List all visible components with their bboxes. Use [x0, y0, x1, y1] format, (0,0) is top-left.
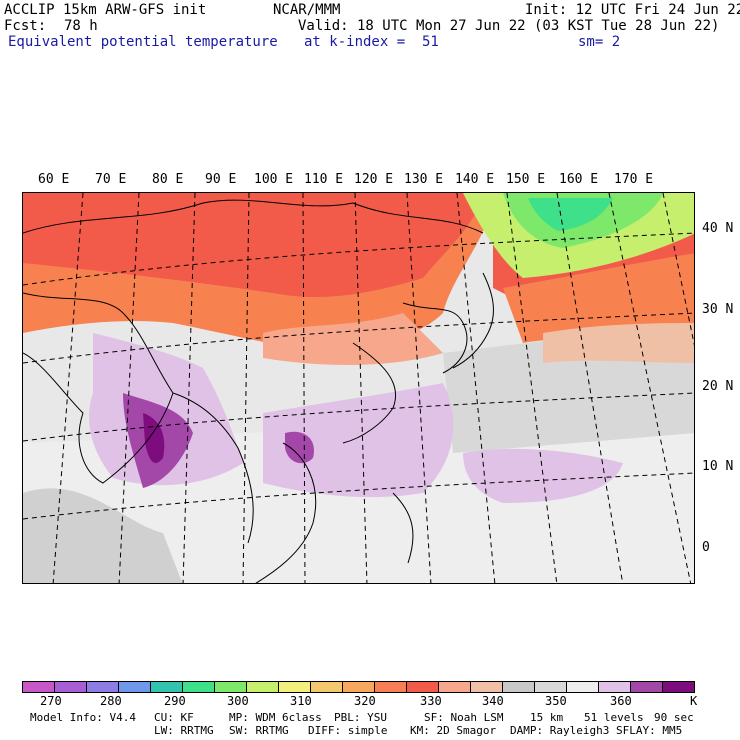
colorbar-segment [279, 682, 311, 692]
smoothing-label: sm= 2 [578, 34, 621, 50]
colorbar-tick: 290 [164, 694, 186, 708]
lat-label: 20 N [702, 379, 734, 394]
colorbar-tick: 270 [40, 694, 62, 708]
surface-layer-scheme: SFLAY: MM5 [616, 724, 683, 737]
colorbar-segment [87, 682, 119, 692]
lon-label: 100 E [254, 172, 294, 187]
colorbar-segment [23, 682, 55, 692]
colorbar-tick: 360 [610, 694, 632, 708]
vertical-levels: 51 levels [584, 711, 644, 724]
lon-label: 130 E [404, 172, 444, 187]
colorbar-segment [503, 682, 535, 692]
valid-time: Valid: 18 UTC Mon 27 Jun 22 (03 KST Tue … [298, 18, 720, 34]
colorbar-segment [247, 682, 279, 692]
org-label: NCAR/MMM [273, 2, 341, 18]
grid-spacing: 15 km [530, 711, 564, 724]
cumulus-scheme: CU: KF [154, 711, 194, 724]
colorbar-unit: K [690, 694, 698, 708]
colorbar-tick: 330 [420, 694, 442, 708]
lat-label: 10 N [702, 459, 734, 474]
pbl-scheme: PBL: YSU [334, 711, 387, 724]
damping-option: DAMP: Rayleigh3 [510, 724, 610, 737]
field-name: Equivalent potential temperature [8, 34, 278, 50]
lat-label: 40 N [702, 221, 734, 236]
colorbar-segment [375, 682, 407, 692]
diffusion-scheme: DIFF: simple [308, 724, 388, 737]
colorbar-segment [215, 682, 247, 692]
lon-label: 120 E [354, 172, 394, 187]
lon-label: 150 E [506, 172, 546, 187]
surface-scheme: SF: Noah LSM [424, 711, 504, 724]
km-option: KM: 2D Smagor [410, 724, 497, 737]
longwave-scheme: LW: RRTMG [154, 724, 214, 737]
forecast-label: Fcst: [4, 18, 47, 34]
timestep: 90 sec [654, 711, 694, 724]
init-time: Init: 12 UTC Fri 24 Jun 22 [525, 2, 740, 18]
lon-label: 140 E [455, 172, 495, 187]
lon-label: 90 E [205, 172, 237, 187]
colorbar-segment [311, 682, 343, 692]
colorbar-segment [151, 682, 183, 692]
model-info: Model Info: V4.4 [30, 711, 136, 724]
colorbar-segment [471, 682, 503, 692]
theta-e-field [23, 193, 694, 583]
colorbar-segment [407, 682, 439, 692]
microphysics-scheme: MP: WDM 6class [229, 711, 322, 724]
shortwave-scheme: SW: RRTMG [229, 724, 289, 737]
colorbar-tick: 350 [545, 694, 567, 708]
colorbar [22, 681, 695, 693]
forecast-hour: 78 h [64, 18, 98, 34]
colorbar-tick: 320 [354, 694, 376, 708]
colorbar-segment [439, 682, 471, 692]
colorbar-segment [119, 682, 151, 692]
model-title: ACCLIP 15km ARW-GFS init [4, 2, 207, 18]
lon-label: 110 E [304, 172, 344, 187]
lon-label: 160 E [559, 172, 599, 187]
colorbar-segment [55, 682, 87, 692]
lat-label: 30 N [702, 302, 734, 317]
lon-label: 80 E [152, 172, 184, 187]
colorbar-segment [567, 682, 599, 692]
colorbar-segment [343, 682, 375, 692]
map-panel [22, 192, 695, 584]
colorbar-tick: 300 [227, 694, 249, 708]
colorbar-segment [631, 682, 663, 692]
colorbar-tick: 340 [482, 694, 504, 708]
colorbar-tick: 280 [100, 694, 122, 708]
colorbar-segment [599, 682, 631, 692]
lon-label: 170 E [614, 172, 654, 187]
colorbar-tick: 310 [290, 694, 312, 708]
colorbar-segment [663, 682, 694, 692]
colorbar-segment [183, 682, 215, 692]
colorbar-segment [535, 682, 567, 692]
lat-label: 0 [702, 540, 710, 555]
lon-label: 60 E [38, 172, 70, 187]
lon-label: 70 E [95, 172, 127, 187]
level-index: at k-index = 51 [304, 34, 439, 50]
